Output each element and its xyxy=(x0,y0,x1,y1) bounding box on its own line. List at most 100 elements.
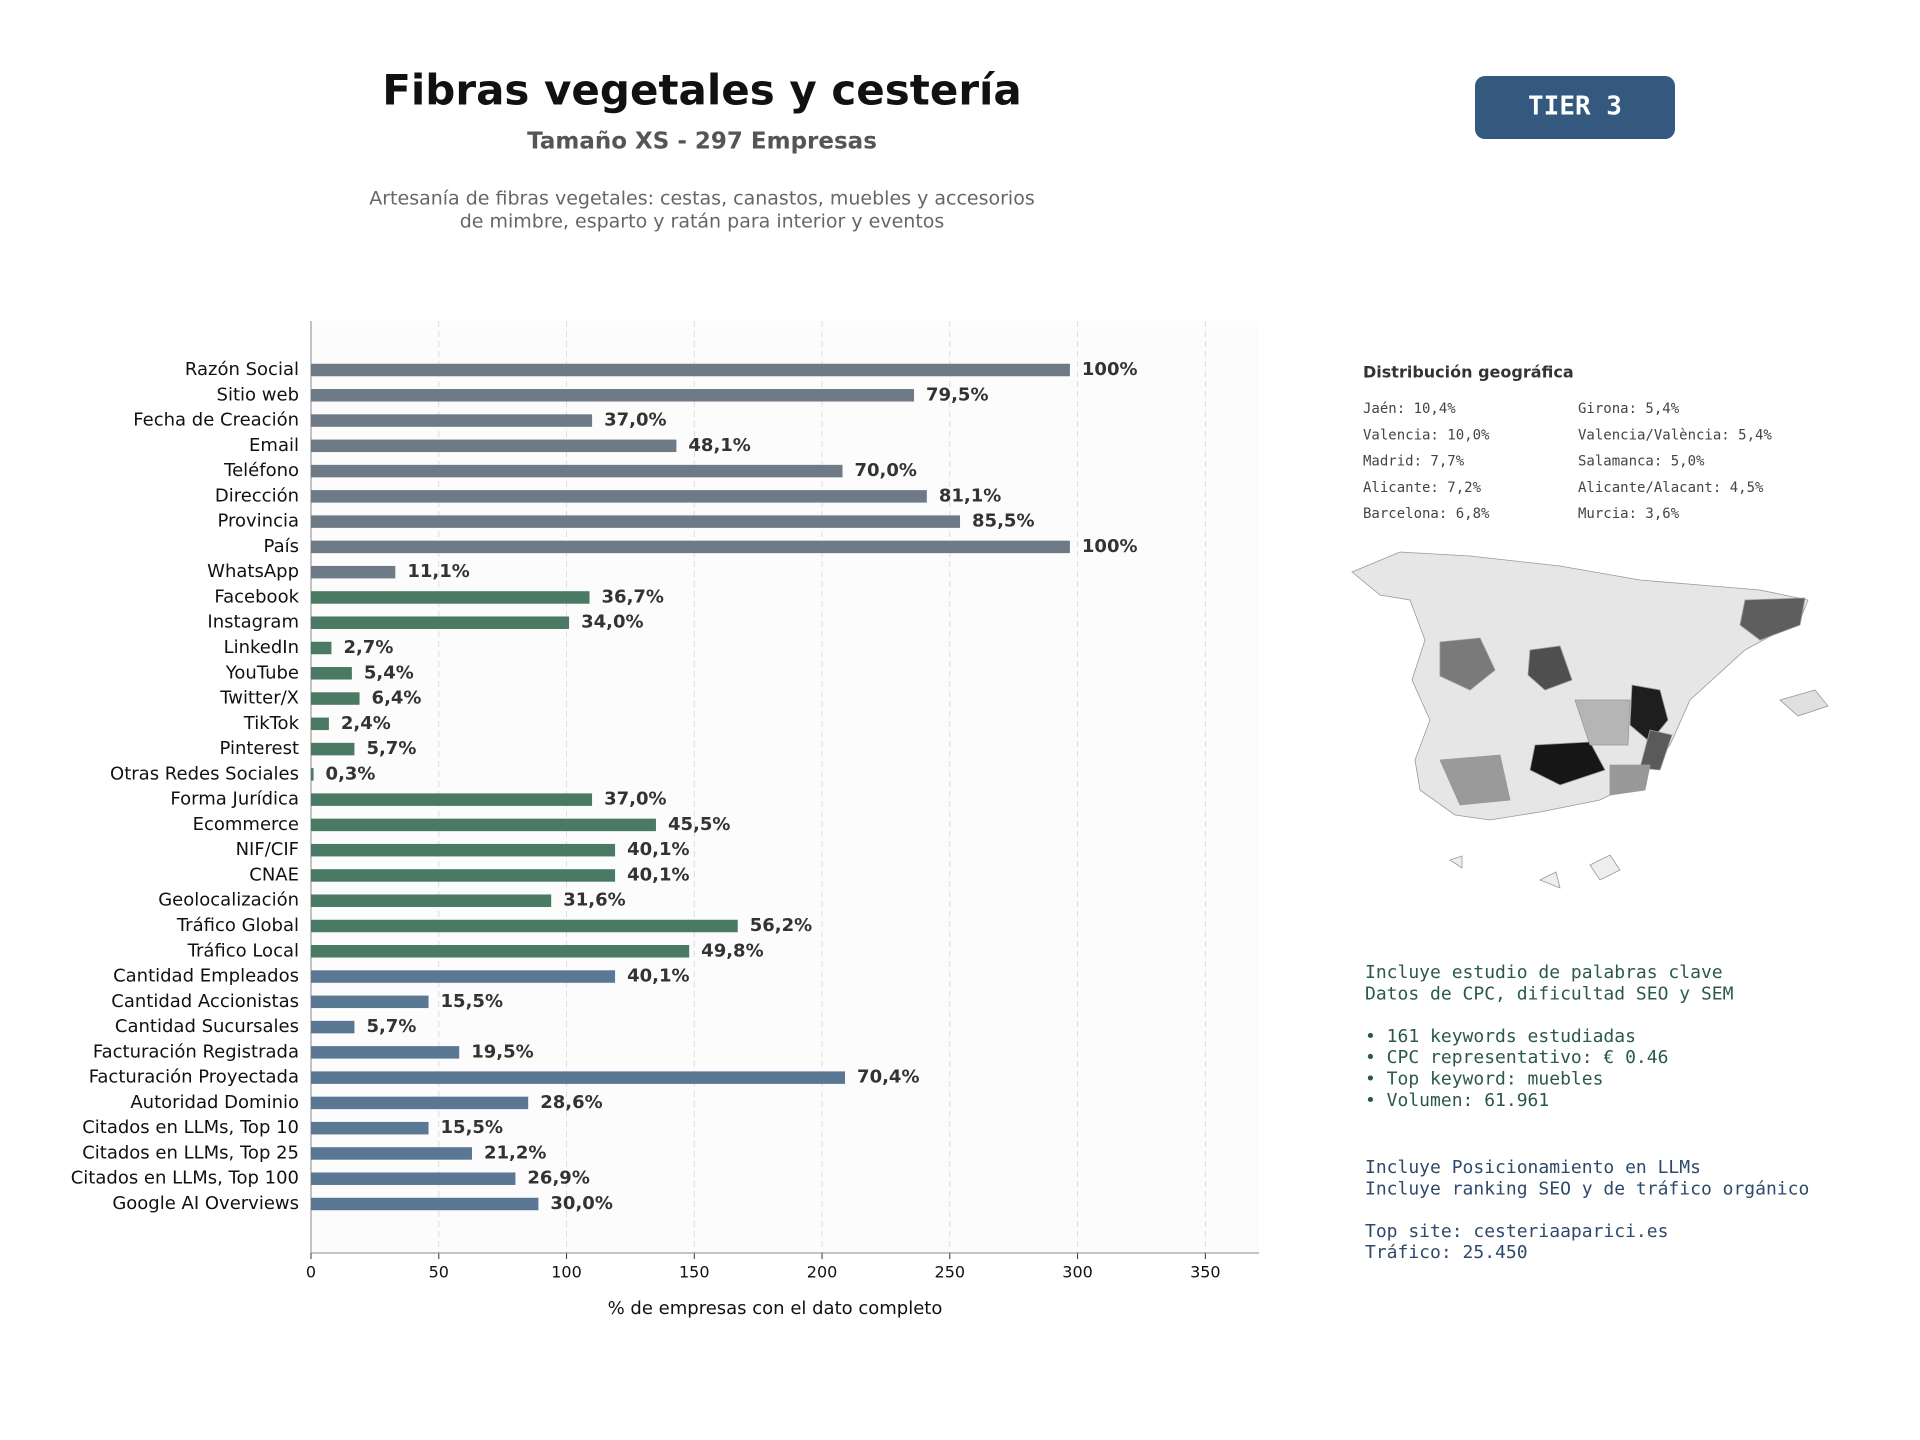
y-tick-label: Provincia xyxy=(217,511,299,532)
x-tick-label: 0 xyxy=(306,1263,316,1282)
bar xyxy=(311,565,396,579)
y-tick-label: WhatsApp xyxy=(207,561,299,582)
value-label: 6,4% xyxy=(372,688,422,709)
title: Fibras vegetales y cestería xyxy=(382,66,1022,115)
y-tick-label: Email xyxy=(249,435,299,456)
bar xyxy=(311,995,429,1009)
value-label: 34,0% xyxy=(581,612,643,633)
y-tick-label: Tráfico Global xyxy=(176,915,299,936)
bar xyxy=(311,540,1070,554)
value-label: 49,8% xyxy=(701,940,763,961)
x-tick-label: 150 xyxy=(679,1263,710,1282)
y-tick-label: YouTube xyxy=(225,662,299,683)
keywords-text: Datos de CPC, dificultad SEO y SEM xyxy=(1365,983,1734,1004)
bar xyxy=(311,1121,429,1135)
y-tick-label: Tráfico Local xyxy=(187,940,299,961)
value-label: 40,1% xyxy=(627,864,689,885)
value-label: 70,4% xyxy=(857,1067,919,1088)
y-tick-label: País xyxy=(264,536,299,557)
keywords-text: • Top keyword: muebles xyxy=(1365,1069,1603,1090)
map-region xyxy=(1574,699,1631,746)
geo-item: Alicante/Alacant: 4,5% xyxy=(1578,480,1764,496)
bar xyxy=(311,970,616,983)
value-label: 11,1% xyxy=(407,561,469,582)
bar xyxy=(311,363,1070,377)
bar xyxy=(311,1046,460,1059)
value-label: 15,5% xyxy=(441,1117,503,1138)
y-tick-label: LinkedIn xyxy=(224,637,299,658)
y-tick-label: Otras Redes Sociales xyxy=(110,763,299,784)
value-label: 2,7% xyxy=(343,637,393,658)
bar xyxy=(311,1020,355,1034)
value-label: 48,1% xyxy=(688,435,750,456)
keywords-text: • 161 keywords estudiadas xyxy=(1365,1026,1636,1047)
y-tick-label: Instagram xyxy=(207,612,299,633)
y-tick-label: TikTok xyxy=(243,713,300,734)
y-tick-label: Cantidad Empleados xyxy=(113,966,299,987)
bar xyxy=(311,692,360,705)
map-region xyxy=(1639,729,1673,771)
value-label: 37,0% xyxy=(604,410,666,431)
x-tick-label: 200 xyxy=(807,1263,838,1282)
subtitle: Tamaño XS - 297 Empresas xyxy=(527,129,877,155)
x-tick-label: 50 xyxy=(429,1263,449,1282)
keywords-text: • Volumen: 61.961 xyxy=(1365,1090,1549,1111)
llm-text: Incluye ranking SEO y de tráfico orgánic… xyxy=(1365,1178,1809,1199)
keywords-text: • CPC representativo: € 0.46 xyxy=(1365,1047,1668,1068)
bar xyxy=(311,1147,472,1160)
value-label: 81,1% xyxy=(939,485,1001,506)
y-tick-label: Geolocalización xyxy=(158,890,299,911)
y-tick-label: Citados en LLMs, Top 25 xyxy=(82,1142,299,1163)
map-region xyxy=(1529,741,1606,786)
y-tick-label: Ecommerce xyxy=(193,814,299,835)
bar xyxy=(311,439,677,453)
y-tick-label: Citados en LLMs, Top 100 xyxy=(71,1168,299,1189)
badge: TIER 3 xyxy=(1528,92,1622,122)
y-tick-label: Citados en LLMs, Top 10 xyxy=(82,1117,299,1138)
map-region xyxy=(1527,645,1573,691)
map-region xyxy=(1439,754,1511,806)
value-label: 85,5% xyxy=(972,511,1034,532)
x-tick-label: 350 xyxy=(1190,1263,1221,1282)
value-label: 56,2% xyxy=(750,915,812,936)
y-tick-label: CNAE xyxy=(249,864,299,885)
value-label: 37,0% xyxy=(604,789,666,810)
geo-item: Jaén: 10,4% xyxy=(1363,401,1456,417)
value-label: 5,7% xyxy=(366,738,416,759)
value-label: 100% xyxy=(1082,359,1138,380)
x-tick-label: 300 xyxy=(1062,1263,1093,1282)
value-label: 31,6% xyxy=(563,890,625,911)
bar xyxy=(311,1071,846,1084)
bar xyxy=(311,1096,529,1110)
map-islands xyxy=(1779,689,1829,717)
bar xyxy=(311,717,329,731)
y-tick-label: Pinterest xyxy=(219,738,299,759)
x-tick-label: 100 xyxy=(551,1263,582,1282)
bar xyxy=(311,616,570,629)
bar xyxy=(311,641,332,655)
y-tick-label: Facturación Registrada xyxy=(93,1041,299,1062)
map-spain xyxy=(1351,551,1809,821)
bar xyxy=(311,818,656,832)
value-label: 28,6% xyxy=(540,1092,602,1113)
value-label: 36,7% xyxy=(602,586,664,607)
description: de mimbre, esparto y ratán para interior… xyxy=(460,211,945,233)
geo-item: Valencia: 10,0% xyxy=(1363,427,1490,443)
y-tick-label: Dirección xyxy=(215,485,299,506)
value-label: 79,5% xyxy=(926,384,988,405)
bar xyxy=(311,919,738,933)
geo-item: Madrid: 7,7% xyxy=(1363,454,1465,470)
geo-item: Salamanca: 5,0% xyxy=(1578,454,1705,470)
y-tick-label: Sitio web xyxy=(217,384,299,405)
map xyxy=(1351,551,1829,889)
value-label: 19,5% xyxy=(471,1041,533,1062)
value-label: 15,5% xyxy=(441,991,503,1012)
bar xyxy=(311,793,593,806)
llm-text: Tráfico: 25.450 xyxy=(1365,1242,1528,1263)
value-label: 70,0% xyxy=(854,460,916,481)
y-tick-label: Forma Jurídica xyxy=(170,789,299,810)
bar xyxy=(311,591,590,604)
bar xyxy=(311,515,961,528)
bar xyxy=(311,869,616,882)
